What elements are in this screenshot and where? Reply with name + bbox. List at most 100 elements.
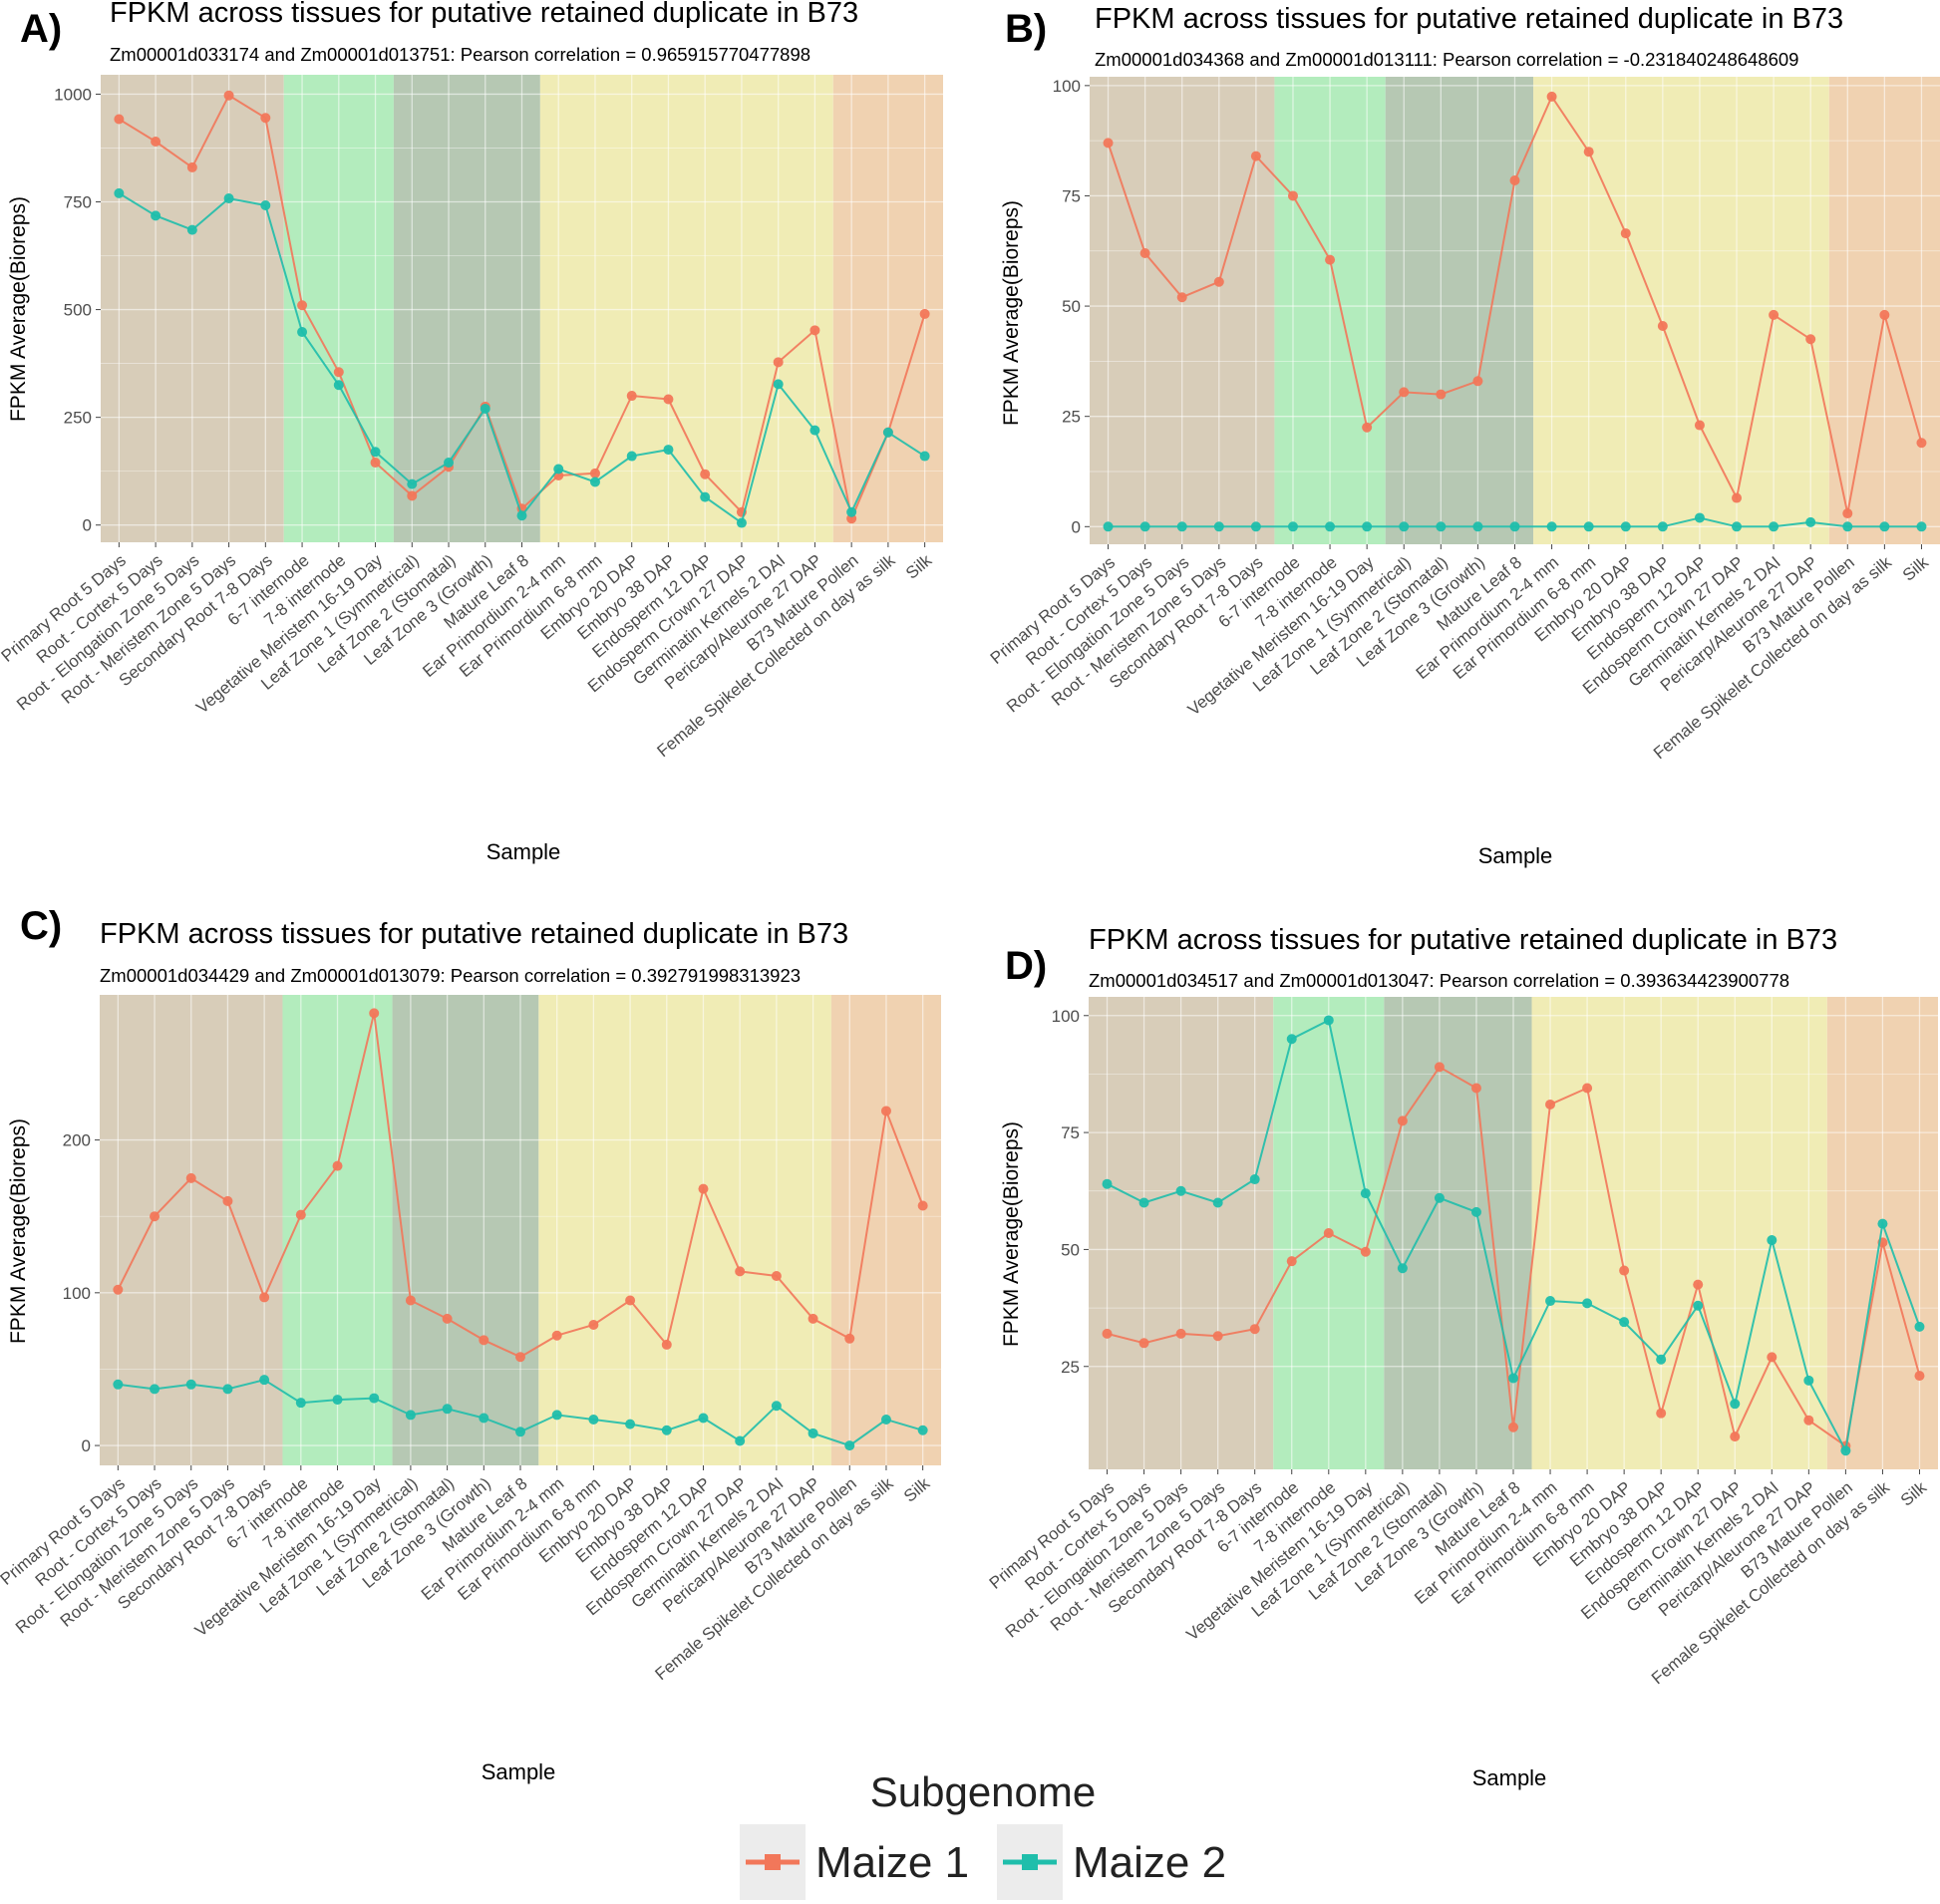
data-point-maize-2: [1546, 521, 1557, 532]
tissue-band: [539, 75, 833, 542]
data-point-maize-2: [808, 1428, 818, 1438]
data-point-maize-1: [661, 1339, 672, 1350]
y-tick-label: 25: [1061, 1358, 1080, 1377]
data-point-maize-1: [1175, 1328, 1186, 1339]
data-point-maize-1: [1769, 309, 1779, 320]
data-point-maize-2: [442, 1404, 453, 1415]
y-tick-label: 100: [1053, 77, 1081, 96]
data-point-maize-1: [150, 1211, 161, 1222]
panel-label: B): [1005, 7, 1047, 51]
data-point-maize-2: [1840, 1445, 1851, 1456]
x-tick-label: Silk: [900, 1473, 934, 1505]
data-point-maize-2: [1582, 1298, 1593, 1309]
y-tick-label: 100: [63, 1284, 91, 1303]
data-point-maize-1: [625, 1295, 636, 1306]
data-point-maize-1: [186, 161, 197, 172]
data-point-maize-1: [1397, 1115, 1408, 1126]
data-point-maize-2: [1323, 1015, 1334, 1026]
data-point-maize-2: [846, 506, 857, 517]
data-point-maize-2: [186, 224, 197, 235]
data-point-maize-2: [260, 199, 271, 210]
chart-title: FPKM across tissues for putative retaine…: [1095, 3, 1843, 35]
data-point-maize-2: [150, 1384, 161, 1395]
data-point-maize-1: [333, 367, 344, 378]
data-point-maize-2: [1287, 521, 1298, 532]
data-point-maize-1: [773, 357, 784, 368]
y-axis-label: FPKM Average(Bioreps): [1000, 200, 1023, 426]
data-point-maize-2: [1732, 521, 1743, 532]
y-tick-label: 100: [1052, 1007, 1080, 1026]
data-point-maize-2: [919, 451, 930, 462]
data-point-maize-1: [260, 113, 271, 124]
data-point-maize-1: [222, 1195, 233, 1206]
data-point-maize-2: [1508, 1373, 1518, 1384]
y-axis-label: FPKM Average(Bioreps): [1000, 1121, 1023, 1347]
data-point-maize-1: [551, 1330, 562, 1341]
data-point-maize-1: [626, 391, 637, 402]
data-point-maize-2: [369, 1393, 380, 1404]
data-point-maize-2: [259, 1375, 270, 1386]
y-tick-label: 750: [64, 193, 92, 212]
data-point-maize-1: [698, 1183, 709, 1194]
y-tick-label: 1000: [54, 85, 92, 104]
data-point-maize-2: [917, 1425, 928, 1435]
data-point-maize-2: [588, 1415, 599, 1426]
data-point-maize-1: [663, 394, 674, 405]
x-tick-label: Silk: [1899, 552, 1933, 584]
y-tick-label: 75: [1061, 1123, 1080, 1142]
legend-label-maize-2: Maize 2: [1073, 1838, 1226, 1887]
chart-subtitle: Zm00001d034368 and Zm00001d013111: Pears…: [1095, 49, 1798, 70]
data-point-maize-1: [332, 1160, 343, 1171]
data-point-maize-1: [700, 469, 711, 479]
data-point-maize-2: [444, 458, 455, 469]
data-point-maize-2: [1545, 1296, 1556, 1307]
y-tick-label: 0: [82, 1436, 91, 1455]
data-point-maize-1: [1249, 1324, 1260, 1335]
tissue-band: [393, 75, 540, 542]
data-point-maize-2: [223, 193, 234, 204]
tissue-band: [1533, 77, 1829, 544]
data-point-maize-2: [1103, 521, 1114, 532]
data-point-maize-1: [370, 458, 381, 469]
data-point-maize-2: [553, 464, 564, 475]
data-point-maize-1: [589, 468, 600, 478]
data-point-maize-2: [735, 1435, 746, 1446]
gridlines: [1089, 997, 1938, 1469]
y-axis-label: FPKM Average(Bioreps): [7, 196, 30, 422]
x-axis-label: Sample: [482, 1759, 556, 1784]
x-axis-label: Sample: [486, 839, 561, 864]
legend-label-maize-1: Maize 1: [815, 1838, 969, 1887]
data-point-maize-2: [1916, 521, 1927, 532]
data-point-maize-2: [480, 404, 490, 414]
data-point-maize-2: [844, 1440, 855, 1451]
tissue-band: [1531, 997, 1827, 1469]
data-point-maize-2: [113, 1379, 124, 1390]
data-point-maize-2: [1249, 1174, 1260, 1185]
data-point-maize-2: [1399, 521, 1410, 532]
data-point-maize-2: [625, 1419, 636, 1429]
data-point-maize-1: [1842, 508, 1853, 519]
data-point-maize-2: [1436, 521, 1447, 532]
data-point-maize-2: [1434, 1192, 1445, 1203]
data-point-maize-2: [1362, 521, 1373, 532]
y-tick-label: 50: [1062, 297, 1081, 316]
data-point-maize-1: [919, 308, 930, 319]
y-tick-label: 75: [1062, 186, 1081, 205]
data-point-maize-1: [880, 1106, 891, 1116]
data-point-maize-2: [1657, 521, 1668, 532]
chart-subtitle: Zm00001d034517 and Zm00001d013047: Pears…: [1089, 970, 1789, 991]
data-point-maize-1: [1436, 389, 1447, 400]
data-point-maize-2: [1803, 1375, 1814, 1386]
data-point-maize-1: [917, 1200, 928, 1211]
data-point-maize-2: [1509, 521, 1520, 532]
data-point-maize-2: [1470, 1206, 1481, 1217]
data-point-maize-1: [407, 490, 418, 501]
y-tick-label: 200: [63, 1131, 91, 1150]
data-point-maize-2: [1879, 521, 1890, 532]
chart-subtitle: Zm00001d034429 and Zm00001d013079: Pears…: [100, 965, 801, 986]
data-point-maize-1: [151, 137, 162, 147]
